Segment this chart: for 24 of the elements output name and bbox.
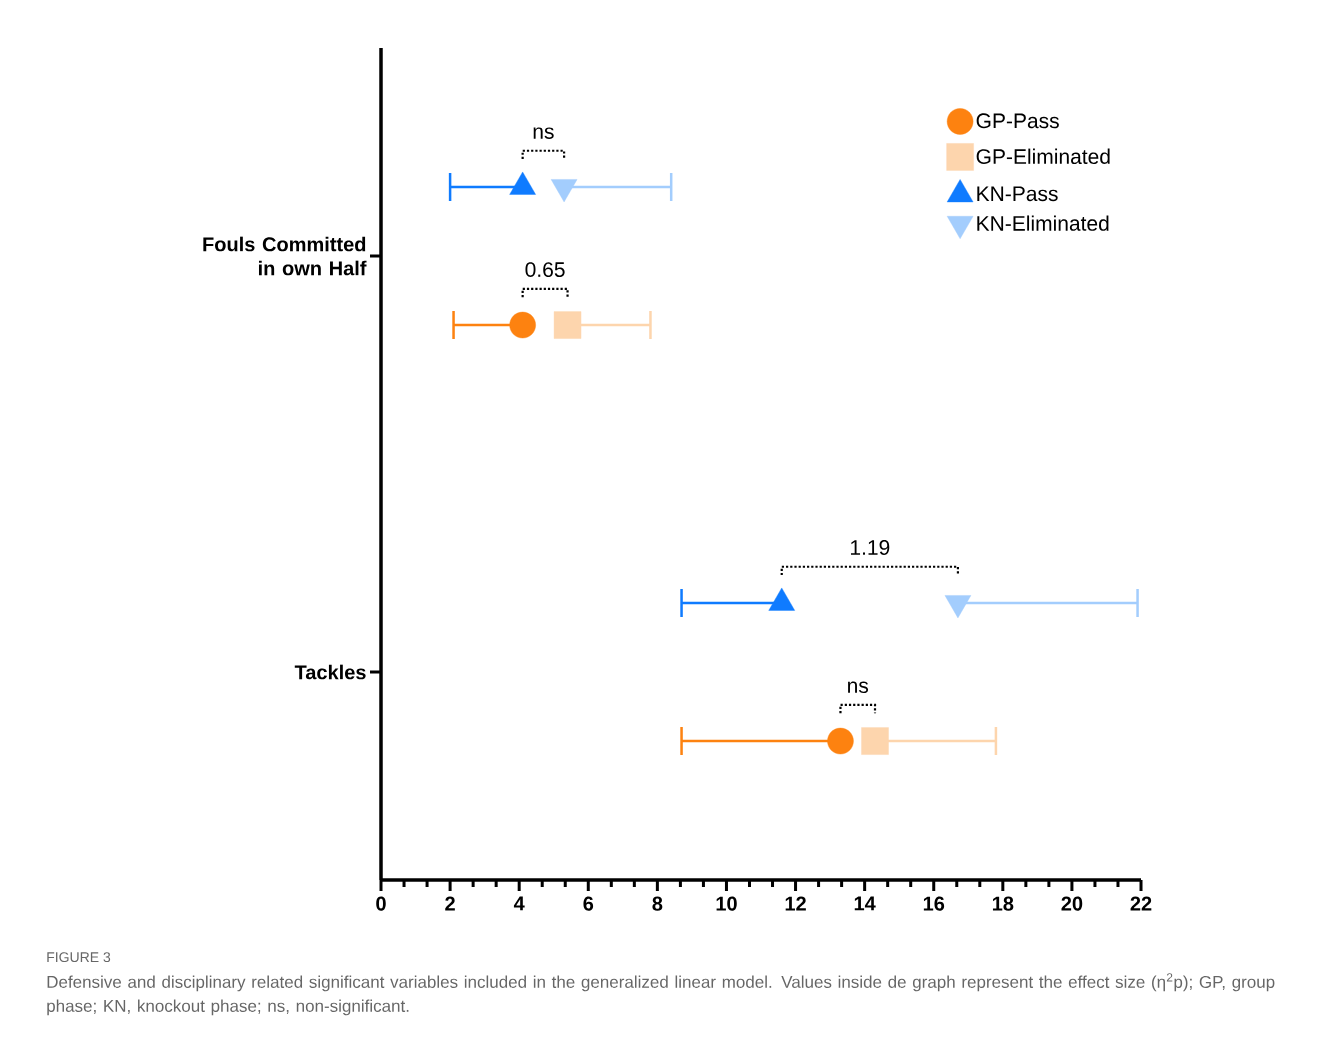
legend-label: GP-Pass (976, 113, 1059, 129)
y-tick-label: Fouls Committed in own Half (203, 236, 367, 276)
x-tick-label: 18 (992, 896, 1014, 911)
annotation: ns (533, 127, 554, 139)
caption: FIGURE 3 (47, 952, 111, 963)
x-tick-label: 14 (854, 896, 876, 911)
x-tick-label: 16 (923, 896, 945, 911)
x-tick-label: 0 (376, 896, 386, 911)
x-tick-label: 8 (652, 896, 663, 911)
x-tick-label: 22 (1130, 896, 1152, 911)
x-tick-label: 4 (513, 896, 525, 911)
legend-label: KN-Eliminated (977, 215, 1109, 231)
annotation: 0.65 (525, 262, 565, 278)
y-tick-label: Tackles (294, 664, 366, 680)
x-tick-label: 2 (445, 896, 455, 911)
annotation: ns (848, 681, 869, 694)
x-tick-label: 10 (716, 896, 737, 911)
legend-label: GP-Eliminated (976, 148, 1110, 165)
legend-label: KN-Pass (977, 186, 1058, 202)
text: Defensive and disciplinary related significant variables included in the generalized linear model. Values inside de graph represent the effect size (η$^{2}$p); GP, group phase; KN, knockout phase; ns, non-significant. (47, 973, 1275, 1016)
x-tick-label: 6 (583, 896, 594, 911)
x-tick-label: 12 (785, 896, 806, 911)
x-tick-label: 20 (1061, 896, 1083, 911)
annotation: 1.19 (850, 540, 890, 555)
